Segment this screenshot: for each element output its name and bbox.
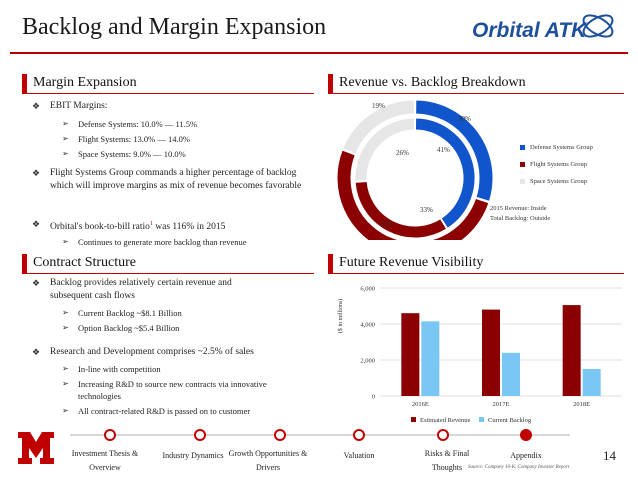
rnd-bullet: ❖ Research and Development comprises ~2.… <box>32 347 254 357</box>
nav-item-label[interactable]: Growth Opportunities & Drivers <box>228 449 308 472</box>
y-tick-label: 6,000 <box>360 286 375 293</box>
legend-swatch <box>411 417 416 422</box>
nav-item-label[interactable]: Risks & Final Thoughts <box>424 449 470 472</box>
contract-structure-heading: Contract Structure <box>22 254 314 274</box>
contract-sub-item: ➢ In-line with competition <box>62 364 161 374</box>
miami-logo <box>18 432 54 464</box>
donut-note: 2015 Revenue: Inside Total Backlog: Outs… <box>490 205 551 222</box>
arrow-bullet-icon: ➢ <box>62 323 69 332</box>
nav-step-marker[interactable] <box>437 429 449 441</box>
revenue-backlog-donut: 41% 33% 26% 30% 51% 19% <box>336 100 494 240</box>
diamond-bullet-icon: ❖ <box>32 168 41 178</box>
footnote-marker: 1 <box>149 221 153 227</box>
diamond-bullet-icon: ❖ <box>32 101 41 111</box>
arrow-bullet-icon: ➢ <box>62 364 69 373</box>
diamond-bullet-icon: ❖ <box>32 278 41 288</box>
page-number: 14 <box>603 448 616 463</box>
future-revenue-bar-chart: 0 2,000 4,000 6,000 ($ in millions) 2016E 2017… <box>337 286 622 424</box>
inner-ring-slice <box>354 117 416 182</box>
legend-label: Estimated Revenue <box>420 417 470 424</box>
bar <box>401 313 420 396</box>
bar <box>582 369 601 396</box>
arrow-bullet-icon: ➢ <box>62 406 69 415</box>
source-note: Source: Company 10-K, Company Investor R… <box>468 465 570 470</box>
future-revenue-heading: Future Revenue Visibility <box>328 254 624 274</box>
nav-step-marker[interactable] <box>194 429 206 441</box>
diamond-bullet-icon: ❖ <box>32 219 41 229</box>
arrow-bullet-icon: ➢ <box>62 149 69 158</box>
donut-percent-label: 33% <box>420 206 433 214</box>
donut-percent-label: 41% <box>437 146 450 154</box>
legend-swatch <box>520 145 525 151</box>
nav-progress-line <box>70 434 570 436</box>
nav-item-label[interactable]: Appendix <box>510 451 542 460</box>
contract-sub-item: ➢ Option Backlog ~$5.4 Billion <box>62 323 180 333</box>
bar <box>502 352 520 396</box>
nav-item-label[interactable]: Valuation <box>343 451 375 460</box>
contract-sub-item: ➢ All contract-related R&D is passed on … <box>62 406 251 416</box>
arrow-bullet-icon: ➢ <box>62 119 69 128</box>
donut-percent-label: 51% <box>380 220 393 228</box>
flight-systems-bullet: ❖ Flight Systems Group commands a higher… <box>32 168 302 191</box>
page-title: Backlog and Margin Expansion <box>22 14 327 40</box>
legend-label: Current Backlog <box>488 417 532 424</box>
inner-ring-slice <box>354 180 448 239</box>
nav-step-marker[interactable] <box>274 429 286 441</box>
legend-swatch <box>479 417 484 422</box>
ebit-bullet: ❖ EBIT Margins: <box>32 101 108 111</box>
title-divider <box>10 52 628 54</box>
x-tick-label: 2017E <box>493 401 510 408</box>
backlog-bullet: ❖ Backlog provides relatively certain re… <box>32 278 232 301</box>
legend-item-defense: Defense Systems Group <box>520 144 593 151</box>
nav-item-label[interactable]: Investment Thesis & Overview <box>71 449 139 472</box>
book-to-bill-bullet: ❖ Orbital's book-to-bill ratio1 was 116%… <box>32 219 226 233</box>
y-tick-label: 2,000 <box>360 358 375 365</box>
outer-ring-slice <box>336 149 490 240</box>
arrow-bullet-icon: ➢ <box>62 237 69 246</box>
donut-percent-label: 30% <box>458 115 471 123</box>
nav-step-marker[interactable] <box>520 429 532 441</box>
donut-percent-label: 19% <box>372 102 385 110</box>
logo-text: Orbital ATK <box>472 19 588 42</box>
nav-step-marker[interactable] <box>353 429 365 441</box>
bar <box>482 309 500 396</box>
margin-expansion-heading: Margin Expansion <box>22 74 314 94</box>
bar <box>562 305 581 396</box>
y-tick-label: 0 <box>372 394 375 401</box>
revenue-backlog-heading: Revenue vs. Backlog Breakdown <box>328 74 624 94</box>
arrow-bullet-icon: ➢ <box>62 379 69 388</box>
diamond-bullet-icon: ❖ <box>32 347 41 357</box>
margin-sub-item: ➢ Flight Systems: 13.0% — 14.0% <box>62 134 190 144</box>
inner-ring-slice <box>414 117 476 230</box>
outer-ring-slice <box>342 100 415 155</box>
x-tick-label: 2016E <box>412 401 429 408</box>
orbital-atk-logo: Orbital ATK <box>472 14 614 42</box>
nav-item-label[interactable]: Industry Dynamics <box>162 451 224 460</box>
x-tick-label: 2018E <box>573 401 590 408</box>
margin-sub-item: ➢ Continues to generate more backlog tha… <box>62 237 247 247</box>
arrow-bullet-icon: ➢ <box>62 308 69 317</box>
nav-step-marker[interactable] <box>104 429 116 441</box>
margin-sub-item: ➢ Space Systems: 9.0% — 10.0% <box>62 149 186 159</box>
contract-sub-item: ➢ Increasing R&D to source new contracts… <box>62 379 267 401</box>
donut-percent-label: 26% <box>396 149 409 157</box>
bar <box>421 321 440 396</box>
legend-item-space: Space Systems Group <box>520 178 587 185</box>
contract-sub-item: ➢ Current Backlog ~$8.1 Billion <box>62 308 182 318</box>
arrow-bullet-icon: ➢ <box>62 134 69 143</box>
legend-swatch <box>520 179 525 185</box>
margin-sub-item: ➢ Defense Systems: 10.0% — 11.5% <box>62 119 198 129</box>
y-axis-label: ($ in millions) <box>337 299 344 333</box>
legend-swatch <box>520 162 525 168</box>
y-tick-label: 4,000 <box>360 322 375 329</box>
outer-ring-slice <box>415 100 494 202</box>
legend-item-flight: Flight Systems Group <box>520 161 587 168</box>
